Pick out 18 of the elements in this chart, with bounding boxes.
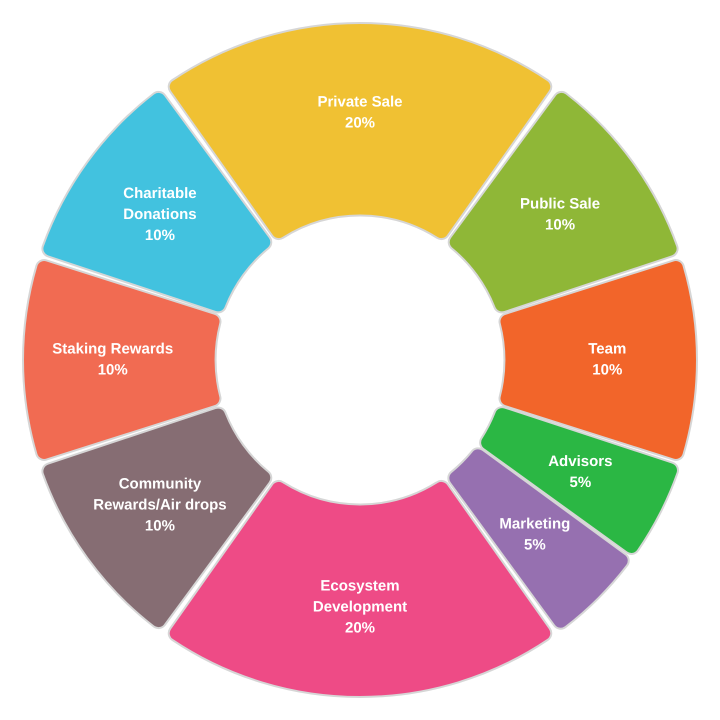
slice-label: Staking Rewards: [52, 340, 174, 358]
data-label: 10%: [545, 216, 576, 234]
data-label: 5%: [524, 536, 546, 554]
data-label: 10%: [592, 362, 622, 379]
data-label: 10%: [144, 517, 175, 534]
data-label: 10%: [144, 226, 175, 244]
data-label: 20%: [344, 619, 376, 636]
slice-label: Team: [588, 340, 626, 358]
slice-label: Public Sale: [520, 195, 600, 212]
data-label: 5%: [569, 474, 592, 491]
slice-label: Private Sale: [317, 93, 403, 110]
slice-label: Charitable Donations: [123, 184, 197, 223]
slice-label: Marketing: [499, 515, 570, 532]
slice-label: Advisors: [548, 452, 612, 470]
data-label: 20%: [344, 114, 376, 132]
slice-label: Community Rewards/Air drops: [93, 475, 227, 514]
slice-label: Ecosystem Development: [312, 577, 408, 616]
data-label: 10%: [98, 362, 128, 379]
